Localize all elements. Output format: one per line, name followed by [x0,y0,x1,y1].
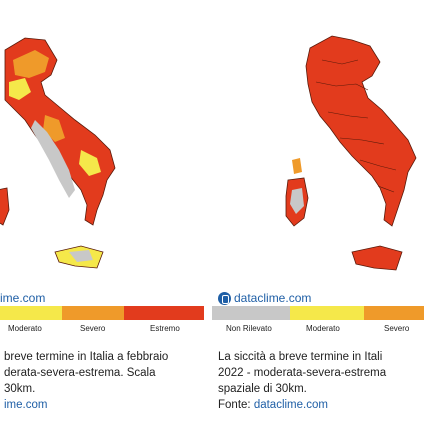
source-line-right: Fonte: dataclime.com [218,397,424,413]
legend-label-moderato-right: Moderato [306,324,340,333]
moderate-zone-north [9,78,31,100]
caption-line-3-right: spaziale di 30km. [218,383,307,395]
italy-drought-map-right [285,35,417,271]
caption-line-1-left: breve termine in Italia a febbraio [4,351,169,363]
source-prefix-right: Fonte: [218,399,254,411]
legend-label-estremo-left: Estremo [150,324,180,333]
sardinia-left [0,187,10,226]
legend-swatch-non-rilevato-right [212,306,290,320]
legend-swatch-severo-right [364,306,424,320]
brand-name-left: ime.com [0,291,46,305]
sicily-grey-left [69,250,93,262]
severe-zone-north [13,50,49,78]
caption-line-2-left: derata-severa-estrema. Scala [4,367,156,379]
region-borders-right [315,59,397,193]
caption-left: breve termine in Italia a febbraio derat… [4,349,216,419]
caption-line-2-right: 2022 - moderata-severa-estrema [218,367,387,379]
legend-swatch-severo-left [62,306,124,320]
legend-label-severo-left: Severo [80,324,106,333]
dataclime-logo-icon [218,291,231,305]
right-panel: dataclime.com Non Rilevato Moderato Seve… [212,0,424,424]
legend-left: Moderato Severo Estremo [0,306,212,336]
legend-label-non-rilevato-right: Non Rilevato [226,324,272,333]
italy-drought-map-left [0,37,116,269]
italy-mainland-right [305,35,417,227]
left-panel: ime.com Moderato Severo Estremo breve te… [0,37,212,411]
source-link-left[interactable]: ime.com [4,399,48,411]
legend-label-moderato-left: Moderato [8,324,42,333]
not-detected-zone-center [31,120,75,198]
legend-swatch-moderato-right [290,306,364,320]
moderate-zone-east [79,150,101,176]
legend-right: Non Rilevato Moderato Severo [212,306,424,336]
legend-swatch-estremo-left [124,306,204,320]
legend-swatch-moderato-left [0,306,62,320]
brand-logo-right[interactable]: dataclime.com [218,289,311,307]
caption-line-1-right: La siccità a breve termine in Itali [218,351,383,363]
brand-name-right: dataclime.com [234,291,312,305]
sardinia-grey-right [290,188,304,214]
brand-logo-left[interactable]: ime.com [0,289,45,307]
caption-right: La siccità a breve termine in Itali 2022… [218,349,424,419]
legend-label-severo-right: Severo [384,324,410,333]
sicily-right [351,245,403,271]
source-link-right[interactable]: dataclime.com [253,399,328,411]
caption-line-3-left: 30km. [4,383,36,395]
corsica-right [292,158,302,174]
